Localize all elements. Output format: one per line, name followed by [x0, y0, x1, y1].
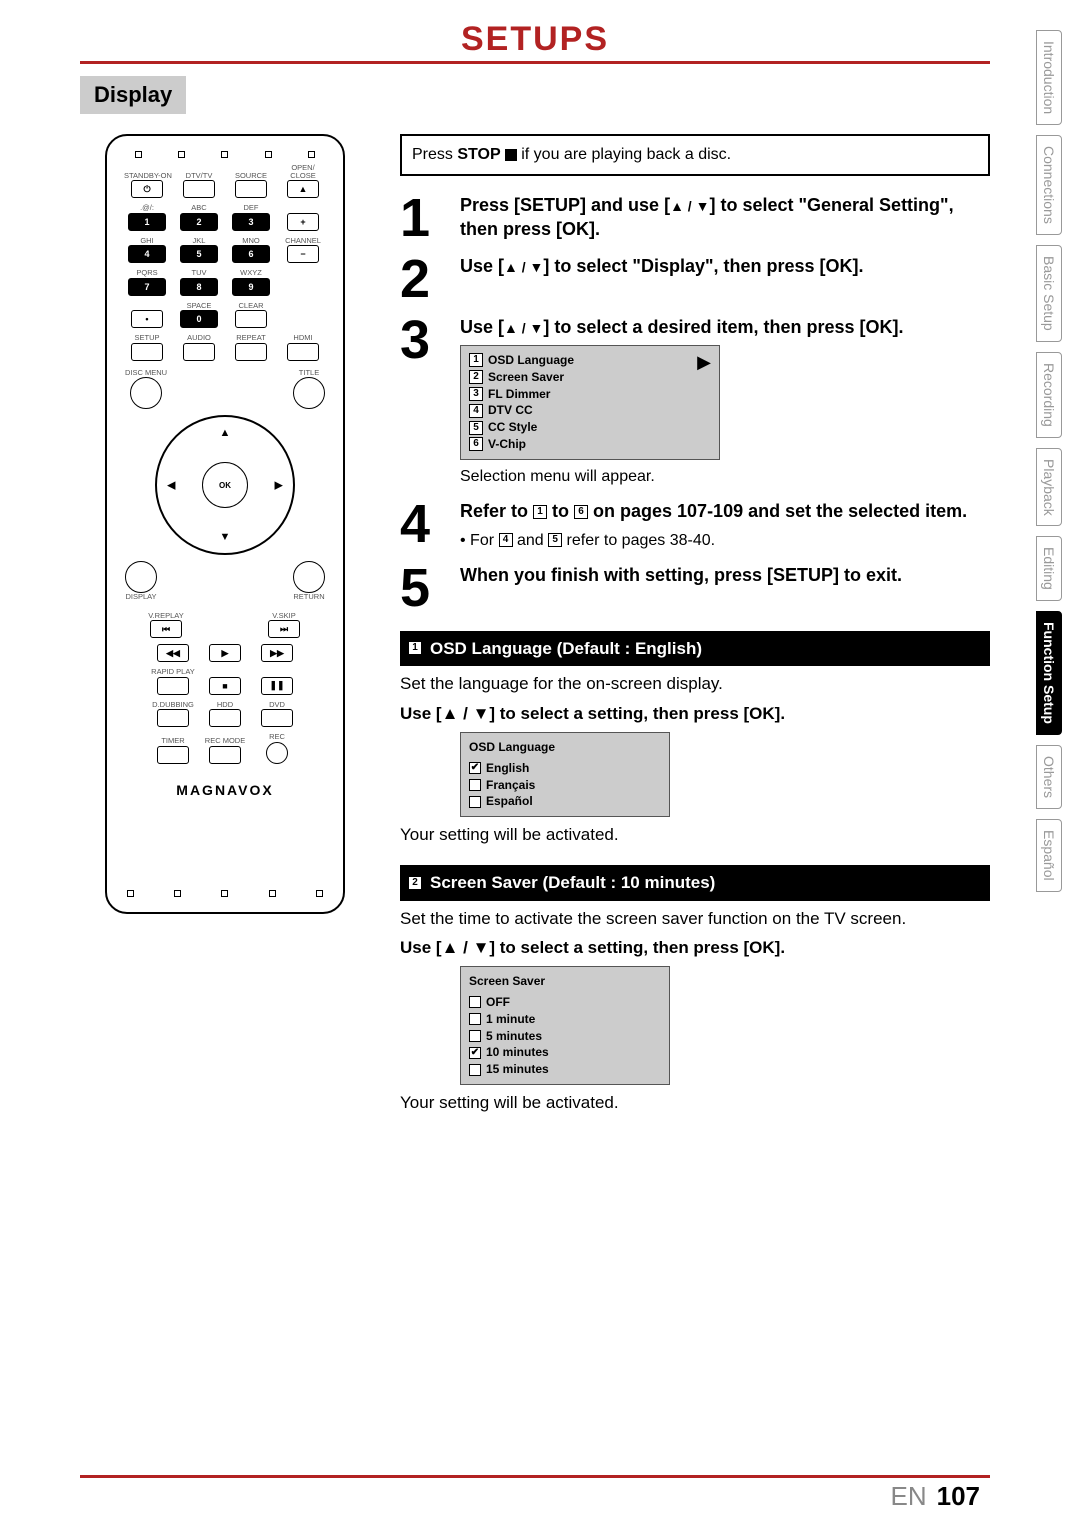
tab-connections: Connections: [1036, 135, 1062, 235]
header-divider: [80, 61, 990, 64]
remote-brand: MAGNAVOX: [117, 782, 333, 798]
step-5: 5 When you finish with setting, press [S…: [400, 564, 990, 613]
tab-recording: Recording: [1036, 352, 1062, 438]
tab-editing: Editing: [1036, 536, 1062, 601]
note-box: Press STOP if you are playing back a dis…: [400, 134, 990, 176]
osd-language-box: OSD Language ✔EnglishFrançaisEspañol: [460, 732, 670, 817]
remote-illustration: STANDBY-ON⏻ DTV/TV SOURCE OPEN/ CLOSE▲ .…: [80, 134, 370, 1115]
tab-others: Others: [1036, 745, 1062, 809]
footer-divider: [80, 1475, 990, 1478]
tab-playback: Playback: [1036, 448, 1062, 527]
display-menu-box: ▶ 1OSD Language2Screen Saver3FL Dimmer4D…: [460, 345, 720, 460]
tab-basic-setup: Basic Setup: [1036, 245, 1062, 342]
stop-icon: [505, 149, 517, 161]
screensaver-box: Screen Saver OFF1 minute5 minutes✔10 min…: [460, 966, 670, 1085]
step-4: 4 Refer to 1 to 6 on pages 107-109 and s…: [400, 500, 990, 552]
dpad: OK ▲▼ ◀▶: [155, 415, 295, 555]
section-heading: Display: [80, 76, 186, 114]
page-title: SETUPS: [80, 20, 990, 59]
subsection-1-header: 1OSD Language (Default : English): [400, 631, 990, 667]
tab-function-setup: Function Setup: [1036, 611, 1062, 735]
tab-español: Español: [1036, 819, 1062, 892]
instructions-column: Press STOP if you are playing back a dis…: [400, 134, 990, 1115]
step-2: 2 Use [▲ / ▼] to select "Display", then …: [400, 255, 990, 304]
subsection-2-header: 2Screen Saver (Default : 10 minutes): [400, 865, 990, 901]
section-tabs: Introduction Connections Basic Setup Record…: [1036, 30, 1062, 892]
page-number: EN107: [890, 1481, 980, 1512]
step-3: 3 Use [▲ / ▼] to select a desired item, …: [400, 316, 990, 489]
step-1: 1 Press [SETUP] and use [▲ / ▼] to selec…: [400, 194, 990, 243]
tab-introduction: Introduction: [1036, 30, 1062, 125]
